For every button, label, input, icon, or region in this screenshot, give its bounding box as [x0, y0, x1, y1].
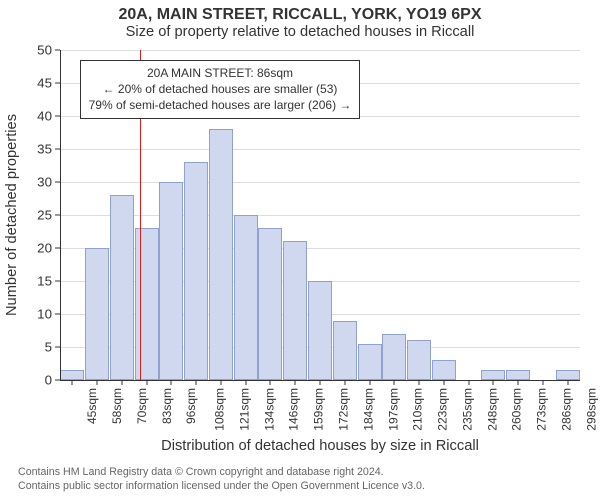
x-tick-label: 210sqm: [411, 388, 425, 431]
title-line-2: Size of property relative to detached ho…: [126, 24, 475, 40]
annotation-box: 20A MAIN STREET: 86sqm← 20% of detached …: [80, 60, 360, 119]
y-tick-label: 50: [37, 43, 52, 58]
histogram-bar: [432, 360, 456, 380]
x-tick-label: 83sqm: [160, 388, 174, 424]
histogram-bar: [481, 370, 505, 380]
annotation-line: 20A MAIN STREET: 86sqm: [87, 65, 353, 81]
x-tick-label: 45sqm: [86, 388, 100, 424]
y-gridline: [60, 149, 580, 150]
histogram-bar: [407, 340, 431, 380]
x-tick-label: 121sqm: [237, 388, 251, 431]
x-axis-title: Distribution of detached houses by size …: [60, 438, 580, 454]
x-axis-line: [60, 380, 580, 381]
x-tick-label: 260sqm: [510, 388, 524, 431]
x-tick-label: 172sqm: [337, 388, 351, 431]
chart-container: 20A, MAIN STREET, RICCALL, YORK, YO19 6P…: [0, 0, 600, 500]
annotation-line: 79% of semi-detached houses are larger (…: [87, 97, 353, 113]
title-line-1: 20A, MAIN STREET, RICCALL, YORK, YO19 6P…: [118, 6, 481, 23]
annotation-line: ← 20% of detached houses are smaller (53…: [87, 81, 353, 97]
chart-subtitle: Size of property relative to detached ho…: [0, 24, 600, 40]
x-tick-label: 223sqm: [436, 388, 450, 431]
x-tick-label: 159sqm: [312, 388, 326, 431]
histogram-bar: [184, 162, 208, 380]
y-tick-label: 10: [37, 307, 52, 322]
x-tick-label: 235sqm: [460, 388, 474, 431]
y-tick-label: 45: [37, 76, 52, 91]
histogram-bar: [283, 241, 307, 380]
y-tick-label: 25: [37, 208, 52, 223]
y-tick-label: 0: [45, 373, 52, 388]
y-tick-label: 40: [37, 109, 52, 124]
histogram-bar: [333, 321, 357, 380]
histogram-bar: [308, 281, 332, 380]
x-tick-label: 248sqm: [485, 388, 499, 431]
histogram-bar: [258, 228, 282, 380]
histogram-bar: [382, 334, 406, 380]
x-tick-label: 197sqm: [386, 388, 400, 431]
histogram-bar: [159, 182, 183, 380]
y-axis-line: [60, 50, 61, 380]
x-tick-label: 134sqm: [262, 388, 276, 431]
attribution-text: Contains HM Land Registry data © Crown c…: [0, 466, 600, 494]
y-gridline: [60, 50, 580, 51]
y-tick-label: 20: [37, 241, 52, 256]
y-gridline: [60, 182, 580, 183]
attribution-line-1: Contains HM Land Registry data © Crown c…: [18, 466, 600, 480]
histogram-bar: [60, 370, 84, 380]
x-tick-label: 273sqm: [535, 388, 549, 431]
y-tick-label: 15: [37, 274, 52, 289]
x-tick-label: 298sqm: [584, 388, 598, 431]
histogram-bar: [506, 370, 530, 380]
x-tick-label: 108sqm: [213, 388, 227, 431]
y-tick-label: 5: [45, 340, 52, 355]
y-tick-label: 30: [37, 175, 52, 190]
histogram-bar: [234, 215, 258, 380]
histogram-bar: [358, 344, 382, 380]
histogram-bar: [135, 228, 159, 380]
histogram-bar: [209, 129, 233, 380]
x-tick-label: 184sqm: [361, 388, 375, 431]
x-tick-label: 146sqm: [287, 388, 301, 431]
x-tick-label: 58sqm: [110, 388, 124, 424]
histogram-bar: [85, 248, 109, 380]
y-axis-title: Number of detached properties: [4, 114, 20, 316]
chart-title: 20A, MAIN STREET, RICCALL, YORK, YO19 6P…: [0, 6, 600, 24]
y-gridline: [60, 215, 580, 216]
y-tick-label: 35: [37, 142, 52, 157]
x-tick-label: 70sqm: [135, 388, 149, 424]
x-tick-label: 286sqm: [559, 388, 573, 431]
histogram-bar: [110, 195, 134, 380]
histogram-bar: [556, 370, 580, 380]
x-tick-label: 96sqm: [185, 388, 199, 424]
attribution-line-2: Contains public sector information licen…: [18, 480, 600, 494]
